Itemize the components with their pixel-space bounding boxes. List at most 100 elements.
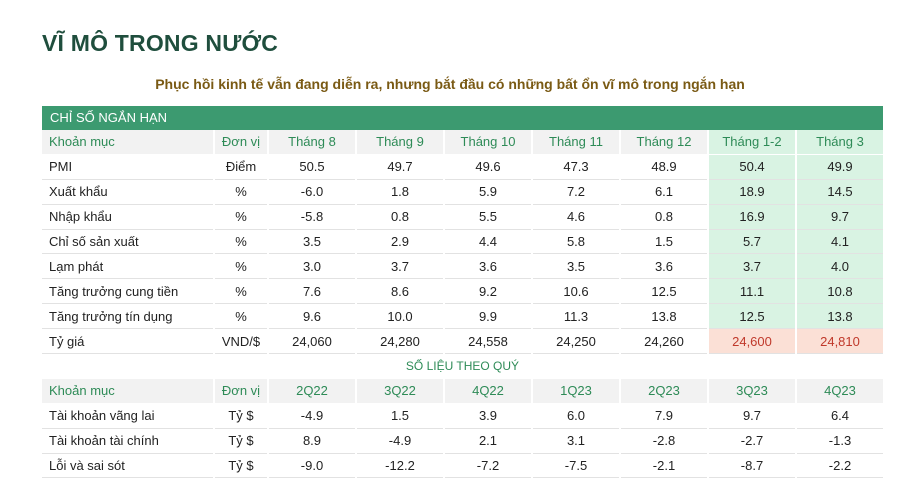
unit-cell: % <box>214 179 269 205</box>
value-cell: -6.0 <box>268 179 357 205</box>
value-cell: 3.7 <box>356 253 445 280</box>
quarterly-table-body: SỐ LIỆU THEO QUÝ Khoản mục Đơn vị 2Q22 3Q22 4… <box>42 353 885 479</box>
column-header: Khoản mục <box>42 130 215 155</box>
value-cell: 4.6 <box>532 204 621 230</box>
row-label: Nhập khẩu <box>42 204 215 230</box>
value-cell: -4.9 <box>268 403 357 429</box>
value-cell: 10.8 <box>796 278 885 305</box>
value-cell: -8.7 <box>708 453 797 479</box>
row-label: Tăng trưởng tín dụng <box>42 303 215 330</box>
value-cell: 9.7 <box>708 403 797 429</box>
unit-cell: % <box>214 204 269 230</box>
row-label: Chỉ số sản xuất <box>42 229 215 255</box>
value-cell: 3.6 <box>444 253 533 280</box>
value-cell: 10.6 <box>532 278 621 305</box>
value-cell: -12.2 <box>356 453 445 479</box>
value-cell: 0.8 <box>356 204 445 230</box>
column-header: Đơn vị <box>214 130 269 155</box>
value-cell: 6.0 <box>532 403 621 429</box>
value-cell: 5.7 <box>708 229 797 255</box>
value-cell: 5.5 <box>444 204 533 230</box>
value-cell: 1.5 <box>620 229 709 255</box>
short-term-table-body: Khoản mục Đơn vị Tháng 8 Tháng 9 Tháng 10 Thá… <box>42 130 885 355</box>
column-header: Đơn vị <box>214 378 269 404</box>
unit-cell: % <box>214 278 269 305</box>
table-row: Tăng trưởng tín dụng% 9.6 10.0 9.9 11.3 13.8 1… <box>42 303 885 330</box>
value-cell: 4.4 <box>444 229 533 255</box>
value-cell: -9.0 <box>268 453 357 479</box>
row-label: Lỗi và sai sót <box>42 453 215 479</box>
value-cell: 12.5 <box>708 303 797 330</box>
value-cell: 5.8 <box>532 229 621 255</box>
value-cell: 24,260 <box>620 328 709 355</box>
value-cell: 49.6 <box>444 154 533 180</box>
value-cell: 2.9 <box>356 229 445 255</box>
value-cell: 24,558 <box>444 328 533 355</box>
table-row: Tăng trưởng cung tiền% 7.6 8.6 9.2 10.6 12.5 1… <box>42 278 885 305</box>
value-cell: 1.8 <box>356 179 445 205</box>
value-cell: 24,250 <box>532 328 621 355</box>
unit-cell: Tỷ $ <box>214 428 269 454</box>
value-cell: 8.6 <box>356 278 445 305</box>
value-cell: 10.0 <box>356 303 445 330</box>
value-cell: -2.8 <box>620 428 709 454</box>
value-cell: 50.5 <box>268 154 357 180</box>
value-cell: 4.0 <box>796 253 885 280</box>
value-cell: 49.7 <box>356 154 445 180</box>
column-header: 3Q23 <box>708 378 797 404</box>
column-header: Tháng 10 <box>444 130 533 155</box>
table-row: Lỗi và sai sót Tỷ $ -9.0 -12.2 -7.2 -7.5 -2.1-… <box>42 453 885 479</box>
column-header: Tháng 3 <box>796 130 885 155</box>
value-cell: 2.1 <box>444 428 533 454</box>
value-cell: 3.6 <box>620 253 709 280</box>
value-cell: -7.5 <box>532 453 621 479</box>
table-row: Lạm phát% 3.0 3.7 3.6 3.5 3.6 3.7 4.0 <box>42 253 885 280</box>
value-cell: 9.7 <box>796 204 885 230</box>
column-header: 3Q22 <box>356 378 445 404</box>
row-label: Tăng trưởng cung tiền <box>42 278 215 305</box>
page-title: VĨ MÔ TRONG NƯỚC <box>42 30 279 56</box>
value-cell: -4.9 <box>356 428 445 454</box>
column-header: Tháng 9 <box>356 130 445 155</box>
column-header: 2Q23 <box>620 378 709 404</box>
value-cell: 13.8 <box>796 303 885 330</box>
value-cell: 24,600 <box>708 328 797 355</box>
value-cell: 3.7 <box>708 253 797 280</box>
unit-cell: Điểm <box>214 154 269 180</box>
table-row: PMI Điểm 50.5 49.7 49.6 47.3 48.9 50.4 49.9 <box>42 154 885 180</box>
value-cell: 0.8 <box>620 204 709 230</box>
unit-cell: VND/$ <box>214 328 269 355</box>
value-cell: 3.9 <box>444 403 533 429</box>
column-header: Khoản mục <box>42 378 215 404</box>
value-cell: 3.1 <box>532 428 621 454</box>
value-cell: 47.3 <box>532 154 621 180</box>
row-label: Lạm phát <box>42 253 215 280</box>
table-row: Tài khoản vãng lai Tỷ $ -4.9 1.5 3.9 6.0 7.9 9.… <box>42 403 885 429</box>
value-cell: 12.5 <box>620 278 709 305</box>
value-cell: 5.9 <box>444 179 533 205</box>
value-cell: 7.6 <box>268 278 357 305</box>
value-cell: 3.5 <box>268 229 357 255</box>
row-label: Tài khoản vãng lai <box>42 403 215 429</box>
value-cell: 48.9 <box>620 154 709 180</box>
column-header: Tháng 12 <box>620 130 709 155</box>
value-cell: 1.5 <box>356 403 445 429</box>
value-cell: -1.3 <box>796 428 885 454</box>
value-cell: 3.0 <box>268 253 357 280</box>
value-cell: -5.8 <box>268 204 357 230</box>
value-cell: 14.5 <box>796 179 885 205</box>
value-cell: 49.9 <box>796 154 885 180</box>
value-cell: 24,280 <box>356 328 445 355</box>
value-cell: -2.2 <box>796 453 885 479</box>
table-row: Nhập khẩu% -5.8 0.8 5.5 4.6 0.8 16.9 9.7 <box>42 204 885 230</box>
value-cell: 11.3 <box>532 303 621 330</box>
column-header: 4Q22 <box>444 378 533 404</box>
row-label: Xuất khẩu <box>42 179 215 205</box>
value-cell: 24,810 <box>796 328 885 355</box>
value-cell: 24,060 <box>268 328 357 355</box>
value-cell: 4.1 <box>796 229 885 255</box>
column-header: 2Q22 <box>268 378 357 404</box>
value-cell: -7.2 <box>444 453 533 479</box>
value-cell: 9.9 <box>444 303 533 330</box>
value-cell: -2.7 <box>708 428 797 454</box>
